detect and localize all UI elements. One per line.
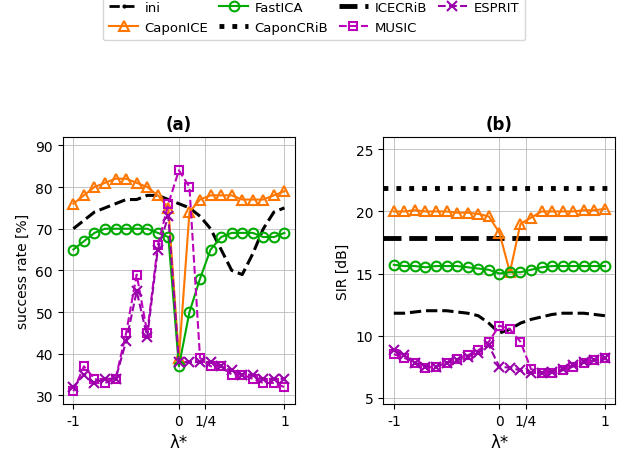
X-axis label: λ*: λ*: [170, 433, 188, 451]
Title: (b): (b): [486, 115, 513, 134]
X-axis label: λ*: λ*: [490, 433, 509, 451]
Title: (a): (a): [166, 115, 192, 134]
Legend: ini, CaponICE, FastICA, CaponCRiB, ICECRiB, MUSIC, ESPRIT: ini, CaponICE, FastICA, CaponCRiB, ICECR…: [102, 0, 526, 41]
Y-axis label: SIR [dB]: SIR [dB]: [337, 243, 350, 299]
Y-axis label: success rate [%]: success rate [%]: [16, 213, 30, 328]
